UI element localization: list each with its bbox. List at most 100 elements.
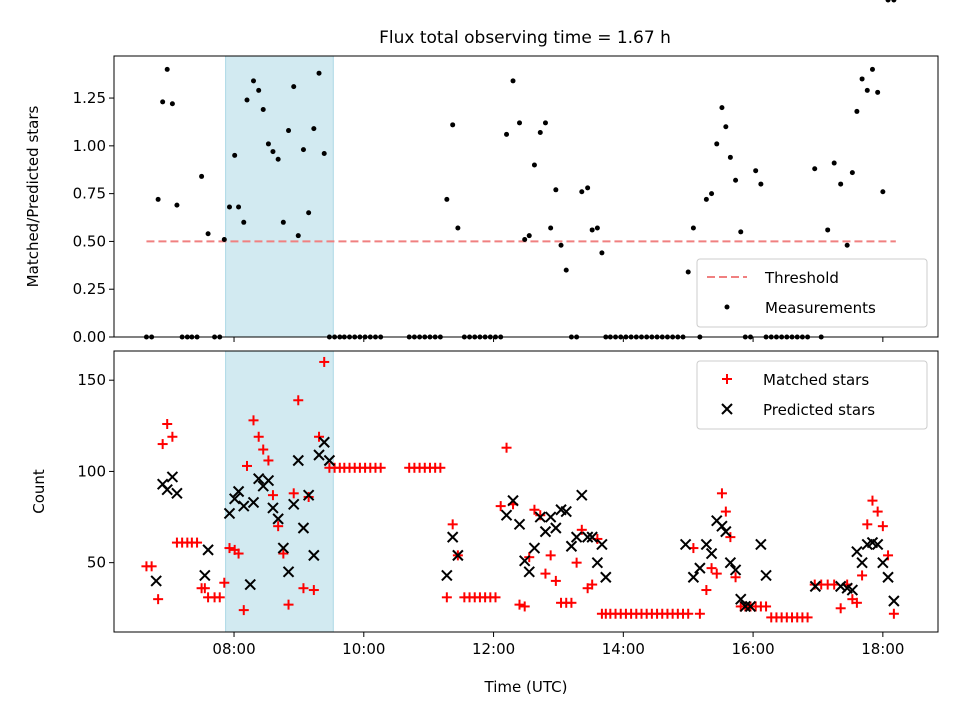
matched-star-point xyxy=(540,568,551,579)
predicted-star-point-b xyxy=(565,540,578,552)
predicted-star-point-b xyxy=(576,489,588,501)
predicted-star-point-b xyxy=(282,566,295,578)
matched-star-point xyxy=(888,608,899,619)
predicted-star-point-b xyxy=(247,496,260,509)
x-axis-label: Time (UTC) xyxy=(484,678,568,696)
matched-star-point xyxy=(219,577,230,588)
matched-star-point xyxy=(720,506,731,517)
measurement-point xyxy=(812,166,818,172)
matched-star-point xyxy=(711,568,722,579)
predicted-star-point-b xyxy=(841,582,853,594)
predicted-star-point xyxy=(161,483,173,496)
predicted-star-point-b xyxy=(716,520,728,532)
predicted-star-point-b xyxy=(292,454,304,467)
measurement-point xyxy=(270,149,276,155)
predicted-star-point-b xyxy=(739,600,752,613)
predicted-star-point-b xyxy=(570,531,583,543)
measurement-point xyxy=(455,225,461,231)
x-tick-label: 10:00 xyxy=(342,640,385,658)
matched-star-point xyxy=(495,501,506,512)
measurement-point xyxy=(719,105,725,111)
matched-star-point xyxy=(263,455,274,466)
predicted-star-point-b xyxy=(581,531,594,543)
matched-star-point xyxy=(288,488,299,499)
chart-title: Flux total observing time = 1.67 h xyxy=(379,28,671,48)
measurement-point xyxy=(553,187,559,193)
measurement-point xyxy=(199,173,205,179)
predicted-star-point-b xyxy=(744,600,757,613)
measurement-point xyxy=(753,168,759,174)
measurement-point xyxy=(295,233,301,239)
predicted-star-point-b xyxy=(877,556,889,569)
predicted-star-point-b xyxy=(760,569,772,582)
predicted-star-point-b xyxy=(528,542,541,554)
predicted-star-point xyxy=(523,566,535,578)
matched-star-point xyxy=(238,605,249,616)
matched-star-point xyxy=(529,504,540,515)
predicted-star-point-b xyxy=(600,571,612,583)
predicted-star-point-b xyxy=(846,584,859,596)
matched-star-point xyxy=(706,563,717,574)
x-tick-label: 08:00 xyxy=(212,640,255,658)
predicted-star-point xyxy=(694,562,706,574)
x-tick-label: 18:00 xyxy=(861,640,904,658)
predicted-star-point xyxy=(452,549,464,562)
predicted-star-point xyxy=(720,525,732,538)
measurement-point xyxy=(859,76,865,82)
predicted-star-point xyxy=(586,531,598,543)
predicted-star-point-b xyxy=(228,493,241,505)
predicted-star-point xyxy=(576,489,588,501)
predicted-star-point xyxy=(302,489,315,501)
measurement-point xyxy=(280,219,286,225)
predicted-star-point-b xyxy=(223,507,236,520)
measurement-point xyxy=(854,108,860,114)
matched-star-point xyxy=(835,603,846,614)
matched-star-point xyxy=(192,537,203,548)
predicted-star-point xyxy=(760,569,772,582)
x-tick-label: 16:00 xyxy=(731,640,774,658)
predicted-star-point xyxy=(513,518,526,531)
predicted-star-point-b xyxy=(679,538,692,551)
predicted-star-point xyxy=(534,511,546,523)
bottom-y-ticks: 50 100 150 xyxy=(77,371,114,572)
matched-star-point xyxy=(273,521,284,532)
bottom-y-axis-label: Count xyxy=(30,469,48,514)
predicted-star-point xyxy=(500,509,513,521)
matched-star-point xyxy=(298,583,309,594)
measurement-point xyxy=(232,152,238,158)
top-legend: Threshold Measurements xyxy=(696,258,928,328)
matched-star-point xyxy=(571,557,582,568)
bottom-highlight-span xyxy=(225,350,334,633)
matched-star-point xyxy=(267,490,278,501)
measurement-point xyxy=(526,233,532,239)
predicted-star-point-b xyxy=(297,522,310,534)
matched-star-point xyxy=(157,439,168,450)
predicted-star-point-b xyxy=(705,547,718,560)
measurement-point xyxy=(236,204,242,210)
measurement-point xyxy=(300,147,306,153)
predicted-star-point-b xyxy=(544,511,557,523)
predicted-star-point xyxy=(550,522,562,534)
measurement-point xyxy=(221,237,227,243)
matched-star-point xyxy=(283,599,294,610)
legend-predicted-marker xyxy=(721,403,733,415)
measurement-point xyxy=(869,66,875,72)
predicted-star-point-b xyxy=(729,564,742,576)
predicted-star-point xyxy=(228,493,241,505)
predicted-star-point-b xyxy=(446,531,459,543)
matched-star-point xyxy=(802,612,813,623)
predicted-star-point-b xyxy=(308,549,320,562)
predicted-star-point xyxy=(238,500,250,512)
predicted-star-point xyxy=(232,485,245,498)
predicted-star-point xyxy=(282,566,295,578)
bottom-axes-frame xyxy=(113,350,939,633)
measurement-point xyxy=(205,231,211,237)
predicted-star-point-b xyxy=(513,518,526,531)
bot-y-tick-label: 100 xyxy=(77,462,106,480)
predicted-star-point xyxy=(705,547,718,560)
predicted-star-point-b xyxy=(534,511,546,523)
measurement-point xyxy=(831,160,837,166)
measurement-point xyxy=(256,87,262,93)
top-y-tick-label: 0.75 xyxy=(73,185,106,203)
